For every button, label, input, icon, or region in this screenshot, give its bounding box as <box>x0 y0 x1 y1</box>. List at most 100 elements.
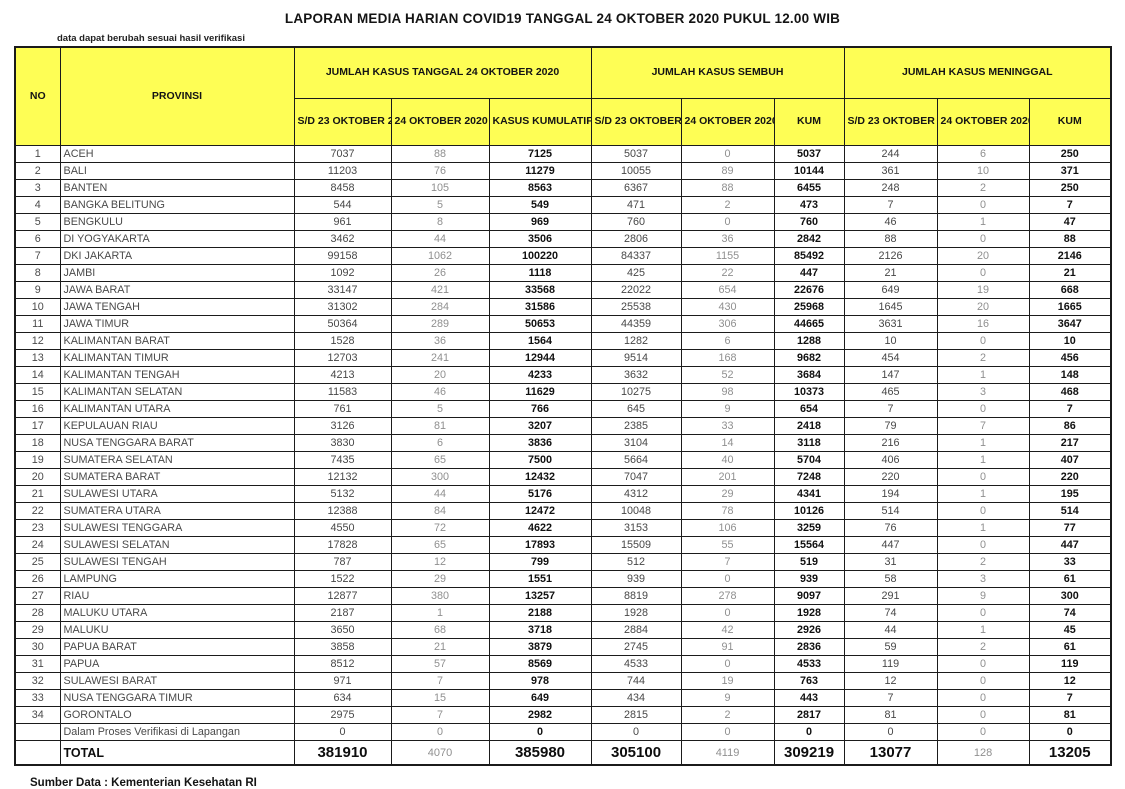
cases-new: 8 <box>390 213 490 231</box>
province-name: KALIMANTAN UTARA <box>59 400 295 418</box>
cases-new: 26 <box>390 264 490 282</box>
cases-until-prev: 99158 <box>293 247 392 265</box>
table-row: 31 PAPUA 8512 57 8569 4533 0 4533 119 0 … <box>14 655 1112 673</box>
recovered-cumulative: 3259 <box>773 519 845 537</box>
row-number: 13 <box>14 349 61 367</box>
cases-until-prev: 787 <box>293 553 392 571</box>
cases-cumulative: 11629 <box>488 383 592 401</box>
recovered-until-prev: 2385 <box>590 417 682 435</box>
deaths-cumulative: 456 <box>1028 349 1112 367</box>
cases-until-prev: 11583 <box>293 383 392 401</box>
deaths-cumulative: 88 <box>1028 230 1112 248</box>
recovered-until-prev: 10275 <box>590 383 682 401</box>
province-name: SULAWESI BARAT <box>59 672 295 690</box>
cases-cumulative: 2188 <box>488 604 592 622</box>
row-number: 25 <box>14 553 61 571</box>
table-row: 29 MALUKU 3650 68 3718 2884 42 2926 44 1… <box>14 621 1112 639</box>
deaths-cumulative: 0 <box>1028 723 1112 741</box>
deaths-until-prev: 58 <box>843 570 938 588</box>
cases-cumulative: 7500 <box>488 451 592 469</box>
deaths-cumulative: 195 <box>1028 485 1112 503</box>
row-number <box>14 740 61 766</box>
recovered-until-prev: 6367 <box>590 179 682 197</box>
report-page: LAPORAN MEDIA HARIAN COVID19 TANGGAL 24 … <box>14 11 1113 789</box>
recovered-new: 0 <box>680 723 775 741</box>
province-name: SULAWESI TENGAH <box>59 553 295 571</box>
deaths-cumulative: 371 <box>1028 162 1112 180</box>
deaths-until-prev: 291 <box>843 587 938 605</box>
row-number: 34 <box>14 706 61 724</box>
deaths-new: 7 <box>936 417 1030 435</box>
recovered-until-prev: 645 <box>590 400 682 418</box>
row-number: 6 <box>14 230 61 248</box>
province-name: RIAU <box>59 587 295 605</box>
province-name: JAWA TENGAH <box>59 298 295 316</box>
row-number: 11 <box>14 315 61 333</box>
recovered-cumulative: 2817 <box>773 706 845 724</box>
cases-until-prev: 544 <box>293 196 392 214</box>
recovered-until-prev: 10048 <box>590 502 682 520</box>
row-number: 29 <box>14 621 61 639</box>
deaths-new: 19 <box>936 281 1030 299</box>
cases-until-prev: 2975 <box>293 706 392 724</box>
recovered-cumulative: 3118 <box>773 434 845 452</box>
deaths-until-prev: 3631 <box>843 315 938 333</box>
cases-new: 20 <box>390 366 490 384</box>
total-recovered-until-prev: 305100 <box>590 740 682 766</box>
deaths-until-prev: 7 <box>843 689 938 707</box>
table-body: 1 ACEH 7037 88 7125 5037 0 5037 244 6 25… <box>14 145 1112 724</box>
deaths-new: 0 <box>936 723 1030 741</box>
cases-until-prev: 3126 <box>293 417 392 435</box>
cases-cumulative: 1118 <box>488 264 592 282</box>
deaths-cumulative: 47 <box>1028 213 1112 231</box>
cases-until-prev: 12703 <box>293 349 392 367</box>
table-row: 3 BANTEN 8458 105 8563 6367 88 6455 248 … <box>14 179 1112 197</box>
deaths-until-prev: 74 <box>843 604 938 622</box>
recovered-cumulative: 1288 <box>773 332 845 350</box>
recovered-until-prev: 471 <box>590 196 682 214</box>
deaths-cumulative: 1665 <box>1028 298 1112 316</box>
deaths-cumulative: 3647 <box>1028 315 1112 333</box>
recovered-new: 0 <box>680 604 775 622</box>
cases-cumulative: 3207 <box>488 417 592 435</box>
cases-new: 29 <box>390 570 490 588</box>
province-name: JAMBI <box>59 264 295 282</box>
covid-report-table: NO PROVINSI JUMLAH KASUS TANGGAL 24 OKTO… <box>14 46 1113 766</box>
province-name: MALUKU UTARA <box>59 604 295 622</box>
recovered-new: 201 <box>680 468 775 486</box>
table-row: 15 KALIMANTAN SELATAN 11583 46 11629 102… <box>14 383 1112 401</box>
recovered-new: 9 <box>680 400 775 418</box>
cases-cumulative: 766 <box>488 400 592 418</box>
recovered-until-prev: 22022 <box>590 281 682 299</box>
row-number: 27 <box>14 587 61 605</box>
total-cases-cumulative: 385980 <box>488 740 592 766</box>
province-name: KALIMANTAN BARAT <box>59 332 295 350</box>
recovered-until-prev: 760 <box>590 213 682 231</box>
deaths-new: 1 <box>936 519 1030 537</box>
recovered-cumulative: 4341 <box>773 485 845 503</box>
recovered-until-prev: 0 <box>590 723 682 741</box>
cases-until-prev: 8512 <box>293 655 392 673</box>
cases-until-prev: 11203 <box>293 162 392 180</box>
cases-cumulative: 7125 <box>488 145 592 163</box>
recovered-cumulative: 85492 <box>773 247 845 265</box>
cases-new: 84 <box>390 502 490 520</box>
recovered-until-prev: 10055 <box>590 162 682 180</box>
recovered-new: 7 <box>680 553 775 571</box>
verification-note: data dapat berubah sesuai hasil verifika… <box>57 33 245 44</box>
deaths-new: 0 <box>936 536 1030 554</box>
page-title: LAPORAN MEDIA HARIAN COVID19 TANGGAL 24 … <box>284 11 841 26</box>
cases-cumulative: 549 <box>488 196 592 214</box>
row-number: 5 <box>14 213 61 231</box>
cases-new: 1062 <box>390 247 490 265</box>
cases-new: 72 <box>390 519 490 537</box>
province-name: DI YOGYAKARTA <box>59 230 295 248</box>
table-row: 6 DI YOGYAKARTA 3462 44 3506 2806 36 284… <box>14 230 1112 248</box>
table-row: 32 SULAWESI BARAT 971 7 978 744 19 763 1… <box>14 672 1112 690</box>
recovered-new: 2 <box>680 196 775 214</box>
province-name: ACEH <box>59 145 295 163</box>
recovered-new: 19 <box>680 672 775 690</box>
province-name: BENGKULU <box>59 213 295 231</box>
row-number: 33 <box>14 689 61 707</box>
recovered-new: 6 <box>680 332 775 350</box>
